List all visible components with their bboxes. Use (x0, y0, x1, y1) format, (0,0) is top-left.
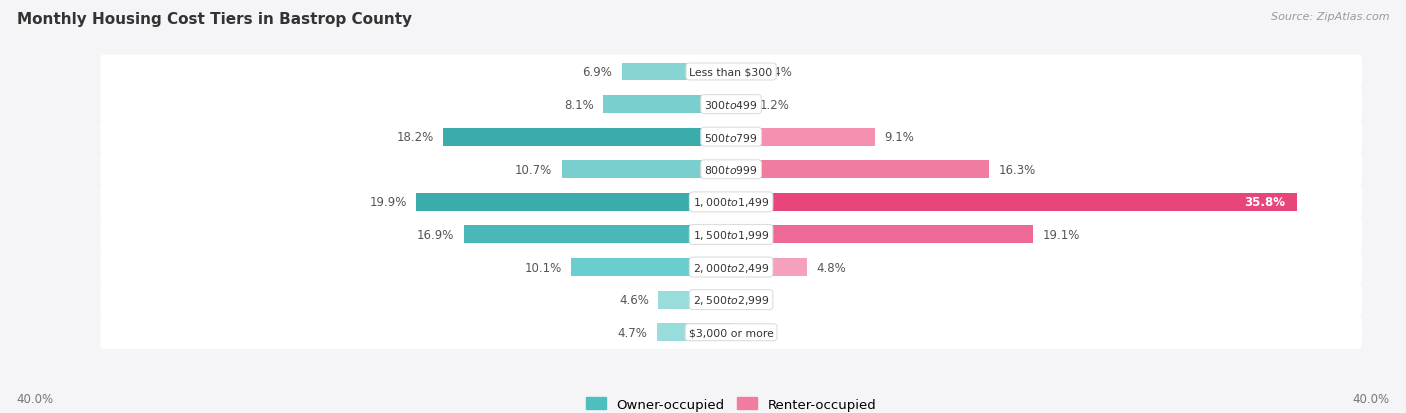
Text: $2,000 to $2,499: $2,000 to $2,499 (693, 261, 769, 274)
Text: 35.8%: 35.8% (1244, 196, 1285, 209)
FancyBboxPatch shape (100, 56, 1362, 89)
Text: 4.7%: 4.7% (617, 326, 647, 339)
Bar (562, 161, 731, 179)
Text: $1,000 to $1,499: $1,000 to $1,499 (693, 196, 769, 209)
Text: 6.9%: 6.9% (582, 66, 613, 79)
Text: 18.2%: 18.2% (396, 131, 433, 144)
Text: Monthly Housing Cost Tiers in Bastrop County: Monthly Housing Cost Tiers in Bastrop Co… (17, 12, 412, 27)
Text: 40.0%: 40.0% (1353, 392, 1389, 405)
Text: 16.3%: 16.3% (998, 164, 1036, 176)
Bar (731, 161, 988, 179)
FancyBboxPatch shape (100, 218, 1362, 252)
Bar (731, 259, 807, 276)
FancyBboxPatch shape (100, 153, 1362, 187)
Bar (443, 128, 731, 146)
Bar (658, 291, 731, 309)
FancyBboxPatch shape (100, 88, 1362, 121)
FancyBboxPatch shape (100, 251, 1362, 284)
Text: $300 to $499: $300 to $499 (704, 99, 758, 111)
Bar (603, 96, 731, 114)
Bar (621, 63, 731, 81)
Text: 10.7%: 10.7% (515, 164, 553, 176)
Text: 19.9%: 19.9% (370, 196, 406, 209)
Text: 19.1%: 19.1% (1043, 228, 1080, 241)
Text: $3,000 or more: $3,000 or more (689, 328, 773, 337)
Bar (731, 128, 875, 146)
Bar (416, 193, 731, 211)
Bar (657, 323, 731, 342)
Text: $2,500 to $2,999: $2,500 to $2,999 (693, 293, 769, 306)
Text: 9.1%: 9.1% (884, 131, 914, 144)
Text: 4.6%: 4.6% (619, 293, 648, 306)
FancyBboxPatch shape (100, 121, 1362, 154)
Text: $1,500 to $1,999: $1,500 to $1,999 (693, 228, 769, 241)
Text: 0.0%: 0.0% (741, 293, 770, 306)
Text: $500 to $799: $500 to $799 (704, 131, 758, 143)
Bar (731, 63, 754, 81)
FancyBboxPatch shape (100, 316, 1362, 349)
Text: Less than $300: Less than $300 (689, 67, 773, 77)
Text: 1.4%: 1.4% (762, 66, 793, 79)
Bar (464, 226, 731, 244)
FancyBboxPatch shape (100, 185, 1362, 219)
Legend: Owner-occupied, Renter-occupied: Owner-occupied, Renter-occupied (581, 392, 882, 413)
Text: Source: ZipAtlas.com: Source: ZipAtlas.com (1271, 12, 1389, 22)
Text: 16.9%: 16.9% (418, 228, 454, 241)
Bar (731, 193, 1298, 211)
Text: 1.2%: 1.2% (759, 98, 789, 112)
Bar (571, 259, 731, 276)
Text: 40.0%: 40.0% (17, 392, 53, 405)
Text: 8.1%: 8.1% (564, 98, 593, 112)
Text: 0.0%: 0.0% (741, 326, 770, 339)
Bar (731, 96, 751, 114)
Text: 10.1%: 10.1% (524, 261, 562, 274)
Text: $800 to $999: $800 to $999 (704, 164, 758, 176)
Bar (731, 226, 1033, 244)
Text: 4.8%: 4.8% (817, 261, 846, 274)
FancyBboxPatch shape (100, 283, 1362, 317)
